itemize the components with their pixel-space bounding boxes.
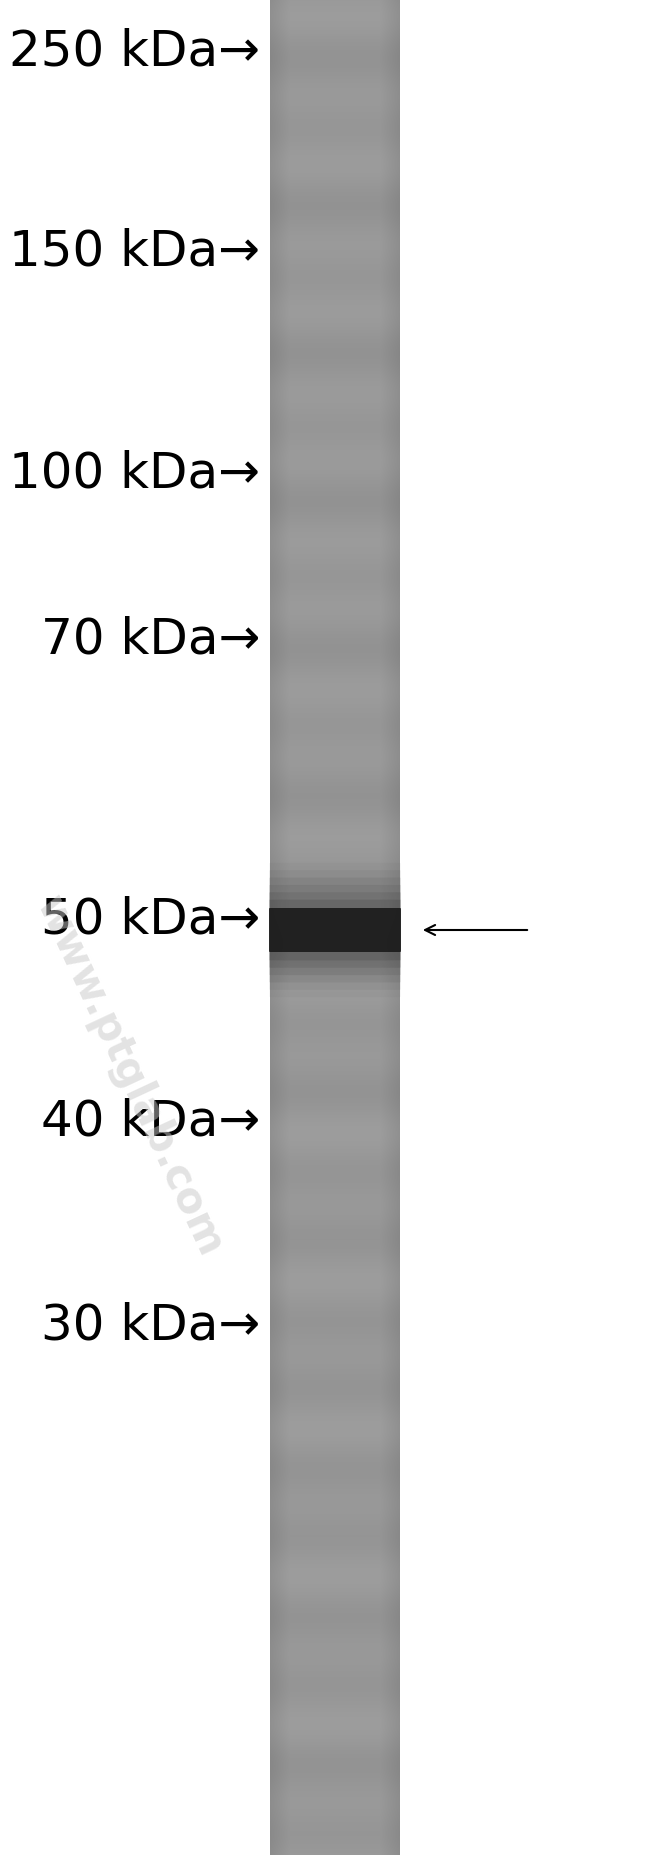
FancyBboxPatch shape — [269, 900, 401, 961]
FancyBboxPatch shape — [269, 877, 401, 983]
Text: 150 kDa→: 150 kDa→ — [9, 228, 260, 276]
Text: www.ptglab.com: www.ptglab.com — [28, 889, 232, 1263]
Text: 50 kDa→: 50 kDa→ — [41, 896, 260, 944]
Text: 100 kDa→: 100 kDa→ — [9, 449, 260, 497]
Text: 70 kDa→: 70 kDa→ — [40, 616, 260, 664]
Text: 250 kDa→: 250 kDa→ — [9, 28, 260, 76]
FancyBboxPatch shape — [269, 892, 401, 968]
Text: 30 kDa→: 30 kDa→ — [41, 1302, 260, 1350]
FancyBboxPatch shape — [269, 885, 401, 976]
FancyBboxPatch shape — [269, 907, 401, 952]
Text: 40 kDa→: 40 kDa→ — [41, 1098, 260, 1146]
